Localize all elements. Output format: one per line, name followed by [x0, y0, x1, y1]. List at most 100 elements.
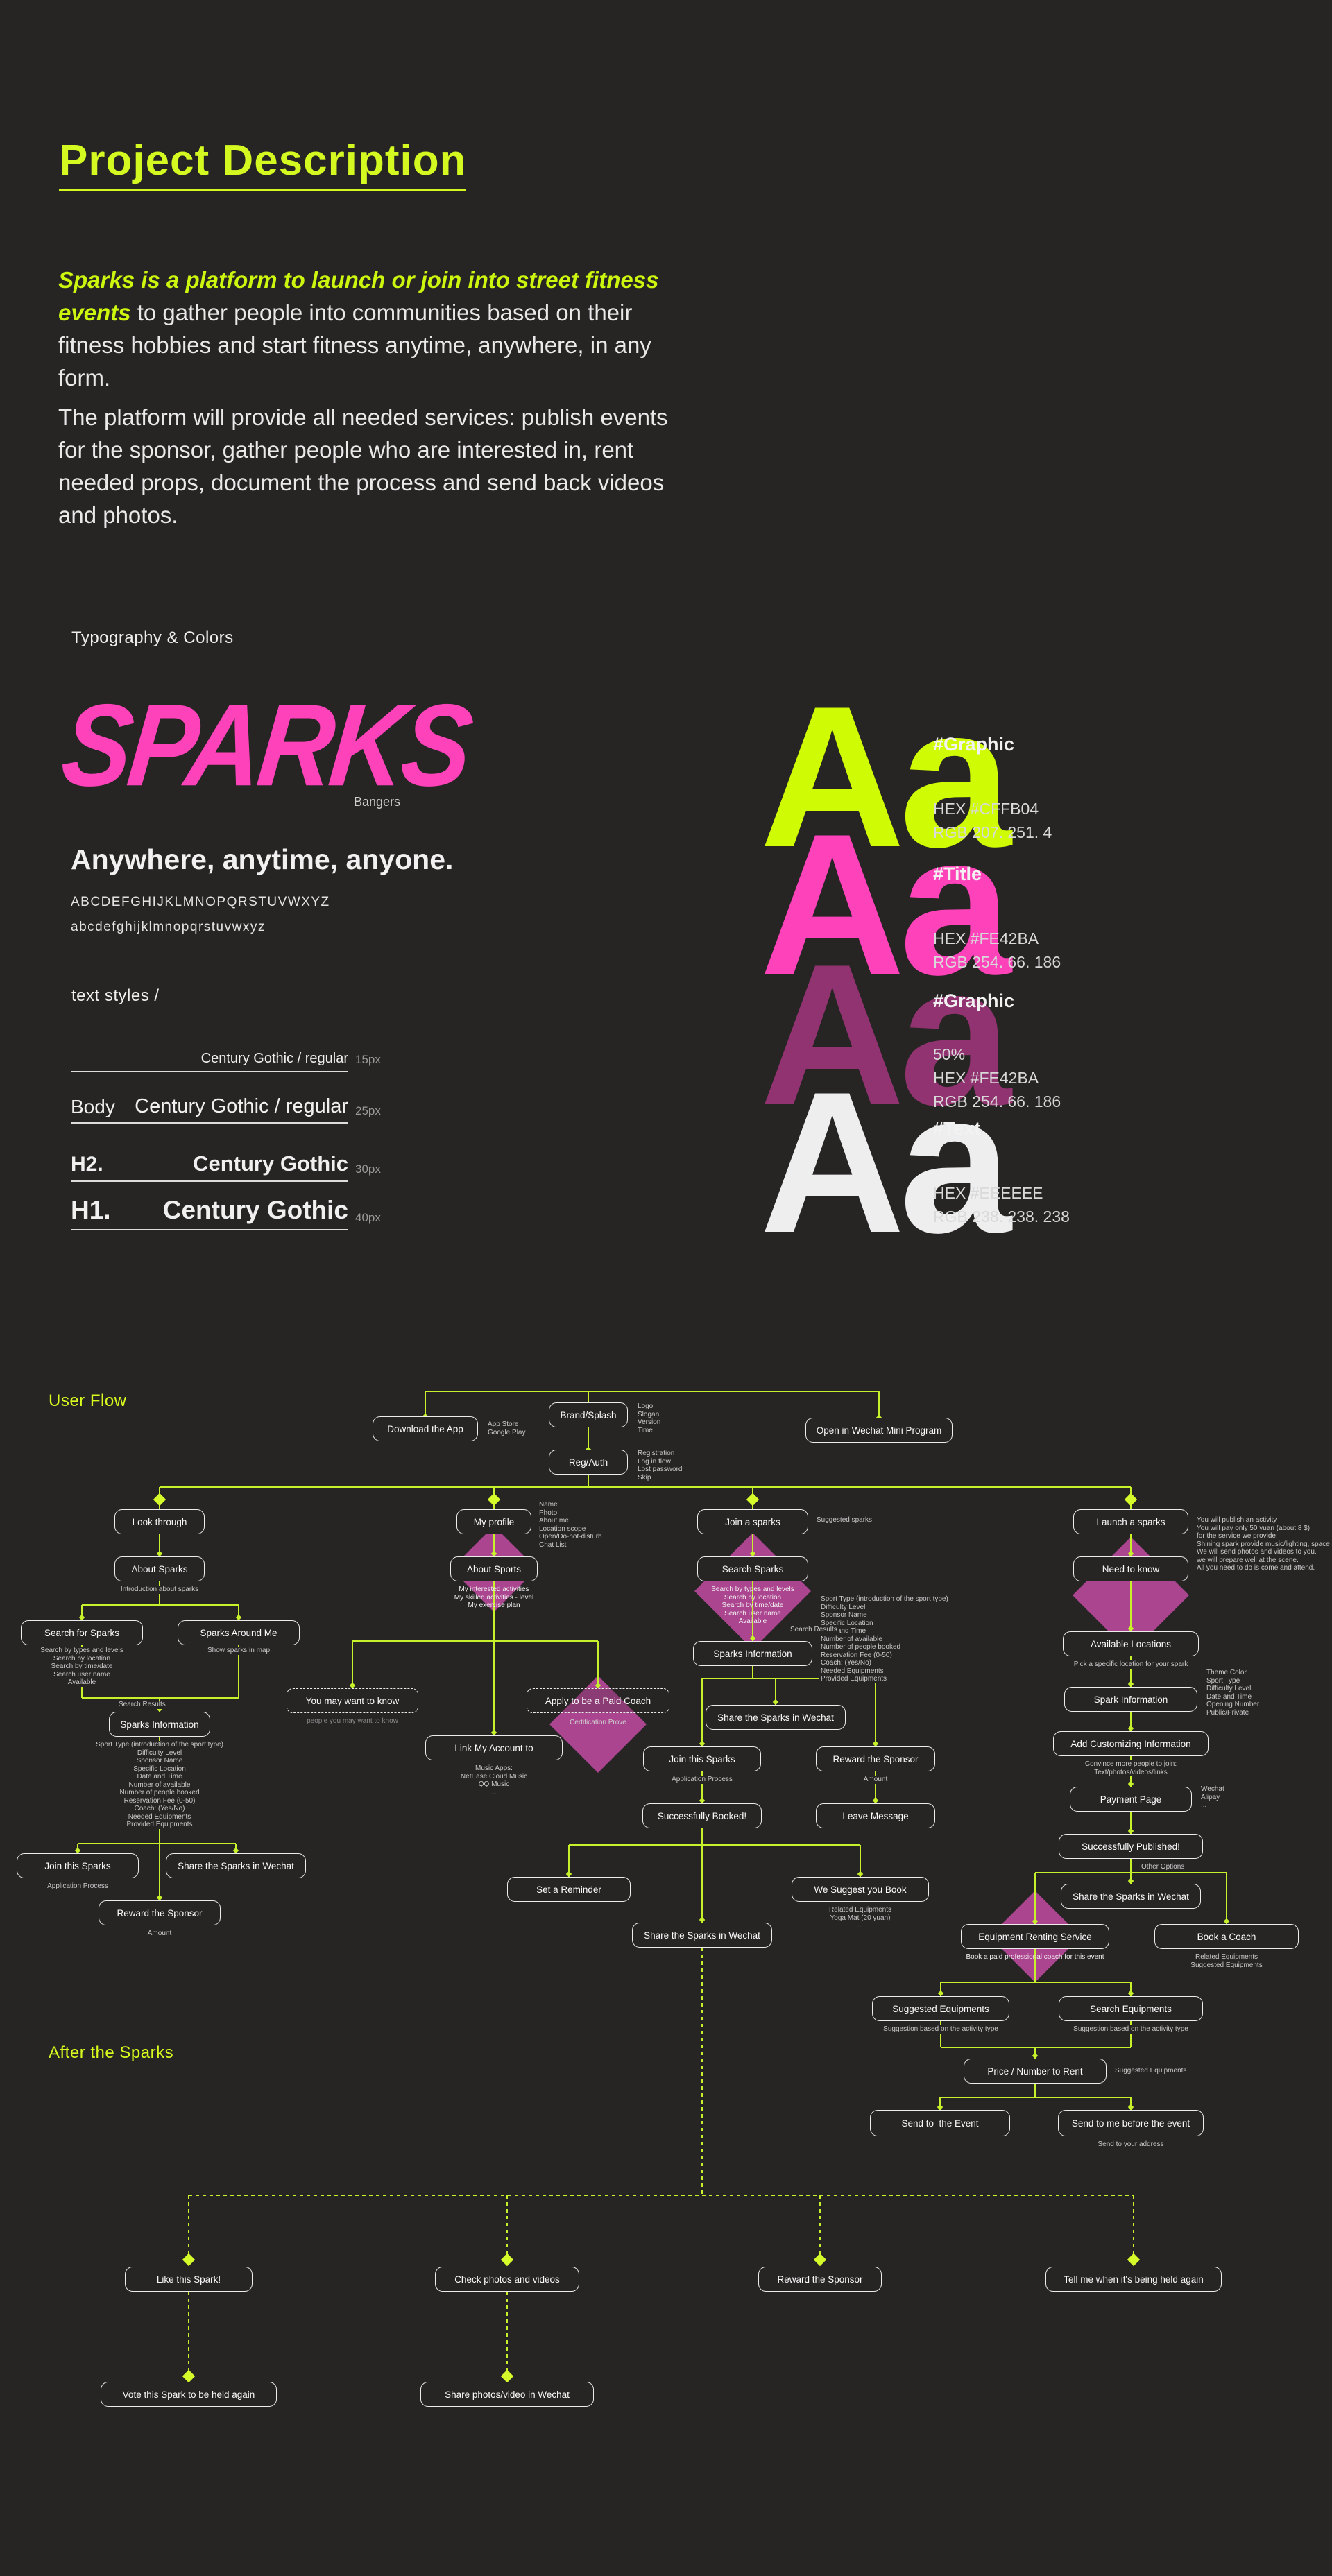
typography-section-label: Typography & Colors	[71, 628, 234, 647]
flow-node-searchforsparks: Search for Sparks	[21, 1620, 143, 1645]
junction-dot-icon	[1032, 1918, 1039, 1925]
flow-label-searchresults2: Search Results	[788, 1626, 839, 1634]
color-sample-graphic-50: Aa	[760, 922, 1011, 1147]
flow-node-availablelocations: Available Locations	[1063, 1631, 1199, 1656]
junction-dot-icon	[78, 1614, 85, 1621]
flow-note-sparksaroundme: Show sparks in map	[205, 1647, 273, 1655]
color-sample-text: Aa	[760, 1050, 1011, 1275]
flow-node-searchsparks: Search Sparks	[697, 1556, 808, 1581]
junction-dot-icon	[749, 1550, 756, 1557]
text-style-row: H2. Century Gothic 30px	[71, 1144, 381, 1182]
branch-diamond-icon	[500, 2253, 514, 2267]
flow-note-linkaccount: Music Apps: NetEase Cloud Music QQ Music..…	[458, 1764, 530, 1796]
flow-note-searchforsparks: Search by types and levels Search by loca…	[38, 1647, 126, 1687]
branch-diamond-icon	[182, 2369, 196, 2383]
flow-note-youmaywant: people you may want to know	[305, 1717, 400, 1726]
style-size: 40px	[355, 1211, 381, 1224]
junction-dot-icon	[595, 1682, 601, 1689]
style-name: H2.	[71, 1153, 103, 1176]
flow-note-sendtome: Send to your address	[1095, 2140, 1166, 2149]
flow-note-regauth: Registration Log in flow Lost password Skip	[635, 1450, 685, 1482]
style-font: Century Gothic / regular	[135, 1095, 348, 1117]
style-name: Body	[71, 1096, 115, 1117]
flow-note-availablelocations: Pick a specific location for your spark	[1071, 1660, 1190, 1669]
flow-note-joinasparks: Suggested sparks	[814, 1516, 875, 1525]
palette-name: #Graphic	[933, 990, 1015, 1011]
style-font: Century Gothic	[162, 1196, 348, 1224]
intro-paragraph-1-rest: to gather people into communities based …	[58, 300, 651, 390]
junction-dot-icon	[937, 1990, 944, 1997]
flow-node-addcustom: Add Customizing Information	[1053, 1731, 1209, 1756]
junction-dot-icon	[937, 2104, 944, 2111]
flow-node-successbooked: Successfully Booked!	[642, 1803, 762, 1828]
flow-note-jointhis1: Application Process	[45, 1882, 110, 1891]
flow-node-sharephotos: Share photos/video in Wechat	[420, 2382, 594, 2407]
junction-dot-icon	[699, 1916, 706, 1923]
flow-node-sparkinfo4: Spark Information	[1064, 1687, 1197, 1712]
flow-node-download: Download the App	[373, 1416, 478, 1441]
alphabet-lowercase: abcdefghijklmnopqrstuvwxyz	[71, 920, 266, 934]
userflow-section-label: User Flow	[49, 1391, 127, 1410]
flow-note-addcustom: Convince more people to join: Text/photos…	[1082, 1760, 1179, 1776]
flow-node-vote: Vote this Spark to be held again	[101, 2382, 277, 2407]
junction-dot-icon	[872, 1740, 879, 1747]
palette-block: #Graphic HEX #CFFB04 RGB 207. 251. 4	[933, 734, 1052, 844]
flow-note-aboutsports: My interested activities My skilled activ…	[454, 1586, 534, 1609]
junction-dot-icon	[74, 1847, 81, 1854]
palette-values: 50% HEX #FE42BA RGB 254. 66. 186	[933, 1045, 1061, 1110]
flow-node-sparksaroundme: Sparks Around Me	[178, 1620, 300, 1645]
flow-node-myprofile: My profile	[456, 1509, 531, 1534]
flow-node-like: Like this Spark!	[125, 2267, 253, 2292]
flow-node-sparksinfo2: Sparks Information	[693, 1641, 812, 1666]
junction-dot-icon	[235, 1614, 242, 1621]
flow-node-regauth: Reg/Auth	[549, 1450, 628, 1475]
flow-note-bookcoach: Related Equipments Suggested Equipments	[1188, 1953, 1265, 1969]
flow-node-aboutsports: About Sports	[450, 1556, 538, 1581]
flow-node-suggestedequip: Suggested Equipments	[872, 1996, 1009, 2021]
flow-node-look: Look through	[114, 1509, 205, 1534]
flow-node-wesuggest: We Suggest you Book	[792, 1877, 929, 1902]
palette-values: HEX #CFFB04 RGB 207. 251. 4	[933, 800, 1052, 841]
junction-dot-icon	[490, 1550, 497, 1557]
flow-label-otheroptions: Other Options	[1139, 1863, 1187, 1871]
junction-dot-icon	[1127, 1625, 1134, 1632]
flow-node-sendtome: Send to me before the event	[1058, 2110, 1204, 2136]
flow-node-setreminder: Set a Reminder	[507, 1877, 631, 1902]
text-style-row: Century Gothic / regular 15px	[71, 1038, 381, 1072]
flow-node-joinasparks: Join a sparks	[697, 1509, 808, 1534]
flow-node-brand: Brand/Splash	[549, 1402, 628, 1427]
palette-name: #Graphic	[933, 734, 1015, 755]
flow-note-rewardsponsor1: Amount	[145, 1930, 174, 1938]
flow-note-sparksinfo1: Sport Type (introduction of the sport ty…	[94, 1741, 225, 1829]
flow-node-rewardsponsor1: Reward the Sponsor	[99, 1900, 221, 1925]
after-sparks-section-label: After the Sparks	[49, 2043, 174, 2062]
junction-dot-icon	[699, 1740, 706, 1747]
palette-values: HEX #EEEEEE RGB 238. 238. 238	[933, 1184, 1070, 1226]
style-size: 25px	[355, 1104, 381, 1117]
pink-diamond-icon	[549, 1676, 647, 1773]
flow-node-reward3: Reward the Sponsor	[758, 2267, 882, 2292]
junction-dot-icon	[857, 1871, 864, 1878]
flow-note-sparksinfo2: Sport Type (introduction of the sport ty…	[819, 1595, 950, 1683]
text-style-row: H1. Century Gothic 40px	[71, 1190, 381, 1230]
text-styles-label: text styles /	[71, 986, 160, 1005]
junction-dot-icon	[1223, 1918, 1230, 1925]
flow-note-pricenumber: Suggested Equipments	[1113, 2067, 1189, 2075]
branch-diamond-icon	[1124, 1493, 1138, 1506]
branch-diamond-icon	[813, 2253, 827, 2267]
palette-name: #Title	[933, 864, 982, 884]
branch-diamond-icon	[746, 1493, 760, 1506]
flow-note-brand: Logo Slogan Version Time	[635, 1402, 663, 1434]
junction-dot-icon	[872, 1797, 879, 1804]
flow-note-payment: Wechat Alipay...	[1199, 1785, 1227, 1810]
style-font: Century Gothic / regular	[200, 1051, 348, 1066]
flow-note-equipmentrent: Book a paid professional coach for this …	[966, 1953, 1104, 1961]
flow-note-searchequip: Suggestion based on the activity type	[1071, 2025, 1190, 2034]
flow-node-jointhis1: Join this Sparks	[17, 1853, 139, 1878]
palette-name: #Text	[933, 1118, 981, 1139]
alphabet-uppercase: ABCDEFGHIJKLMNOPQRSTUVWXYZ	[71, 895, 330, 909]
flow-node-sharewechat2: Share the Sparks in Wechat	[706, 1705, 846, 1730]
junction-dot-icon	[1127, 1725, 1134, 1732]
flow-node-sparksinfo1: Sparks Information	[109, 1712, 210, 1737]
